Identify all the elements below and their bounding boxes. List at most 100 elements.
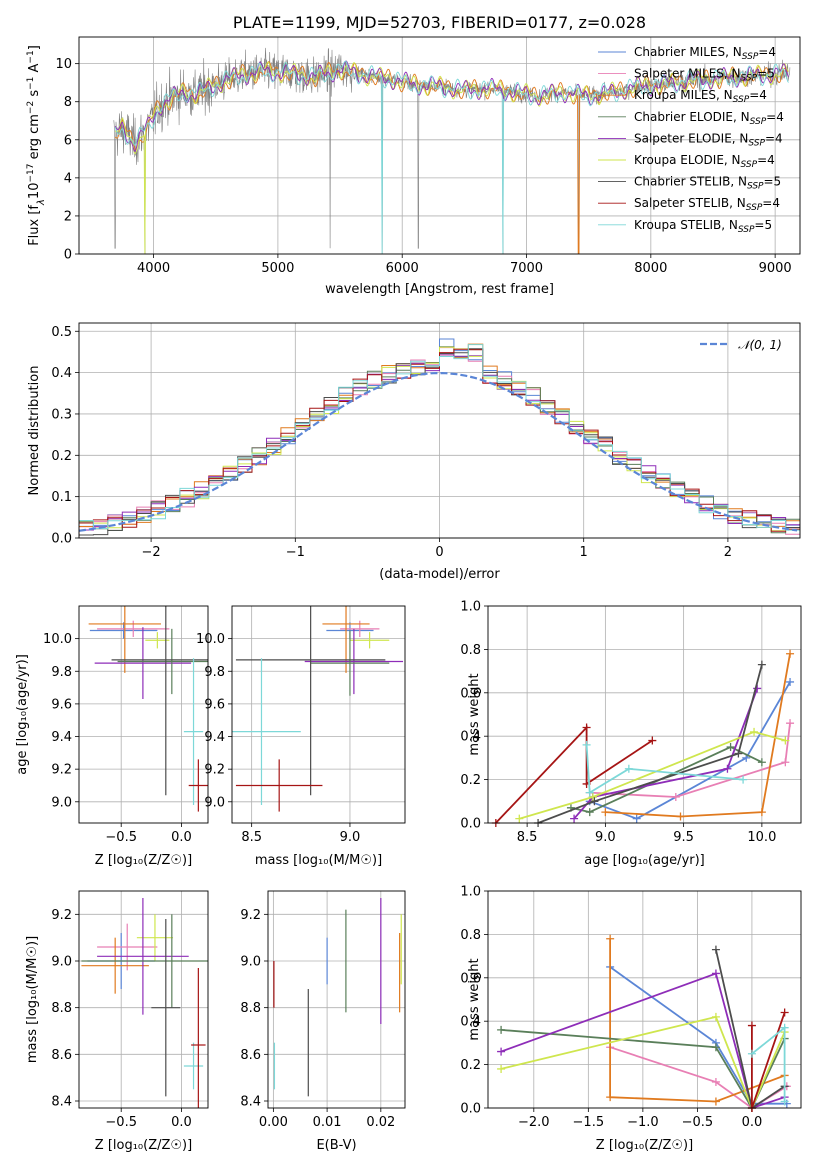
legend-label-chabrier_miles: Chabrier MILES, NSSP=4 [634,45,776,62]
age_vs_Z-xtick-label: −0.5 [105,830,137,845]
weight_vs_Z-xtick-label: −1.0 [627,1115,659,1130]
weight_vs_age-line-salpeter_elodie [573,688,759,820]
residuals-xtick-label: −1 [286,545,305,560]
weight_vs_age-axes: 8.5 9.0 9.5 10.0 0.0 0.2 0.4 0.6 0.8 1.0 [460,600,801,845]
age_vs_Z-ytick-label: 9.8 [51,665,72,680]
residuals-xtick-label: 1 [580,545,588,560]
weight_vs_age-marker-salpeter_miles [786,719,795,728]
residuals-ytick-label: 0.1 [51,490,72,505]
mass_vs_Z-ytick-label: 8.8 [51,1001,72,1016]
weight_vs_age-ylabel: mass weight [467,673,482,755]
weight_vs_Z-marker-kroupa_stelib [780,1023,789,1032]
legend-label-kroupa_stelib: Kroupa STELIB, NSSP=5 [634,218,772,235]
mass_vs_Z-ytick-label: 8.4 [51,1095,72,1110]
weight_vs_age-marker-salpeter_stelib [582,723,591,732]
residuals-axes: −2 −1 0 1 2 0.0 0.1 0.2 0.3 0.4 0.5 [51,323,800,560]
age_vs_Z-ytick-label: 9.2 [51,763,72,778]
weight_vs_Z-line-kroupa_elodie [500,1015,786,1108]
weight_vs_age-marker-chabrier_elodie [757,758,766,767]
spectrum-model-kroupa_stelib [114,60,789,254]
weight_vs_age-marker-salpeter_stelib [648,736,657,745]
weight_vs_age-marker-salpeter_elodie [570,814,579,823]
residuals-ytick-label: 0.0 [51,532,72,547]
spectrum-model-kroupa_miles [114,61,789,254]
weight_vs_Z-line-chabrier_miles [609,966,787,1105]
spectrum-ytick-label: 2 [64,209,72,224]
age_vs_mass-ytick-label: 9.8 [204,665,225,680]
age_vs_mass-axes: 8.5 9.0 9.0 9.2 9.4 9.6 9.8 10.0 [196,606,405,845]
age_vs_mass-xtick-label: 9.0 [340,830,361,845]
age_vs_Z-xtick-label: 0.0 [171,830,192,845]
weight_vs_age-marker-chabrier_elodie [585,808,594,817]
residuals-ylabel: Normed distribution [27,366,42,496]
age_vs_mass-xtick-label: 8.5 [241,830,262,845]
weight_vs_Z-marker-kroupa_miles [606,934,615,943]
mass_vs_ebv-ytick-label: 9.0 [240,955,261,970]
residuals-ytick-label: 0.3 [51,407,72,422]
age_vs_mass-ytick-label: 9.4 [204,730,225,745]
weight_vs_age-marker-kroupa_miles [601,808,610,817]
spectrum-ylabel-part: −1 [26,50,36,63]
weight_vs_Z-marker-kroupa_stelib [747,1049,756,1058]
weight_vs_age-marker-kroupa_elodie [588,792,597,801]
weight_vs_age-marker-kroupa_elodie [515,814,524,823]
weight_vs_Z-ytick-label: 0.6 [460,971,481,986]
spectrum-ylabel-part: λ [36,199,47,206]
legend-label-salpeter_miles: Salpeter MILES, NSSP=5 [634,67,775,84]
weight_vs_Z-marker-salpeter_stelib [747,1021,756,1030]
weight_vs_Z-marker-kroupa_stelib [780,1097,789,1106]
residuals-ytick-label: 0.2 [51,449,72,464]
spectrum-ytick-label: 10 [55,57,72,72]
weight_vs_age-marker-kroupa_miles [757,808,766,817]
legend-label-chabrier_elodie: Chabrier ELODIE, NSSP=4 [634,110,784,127]
age_vs_Z-ytick-label: 9.6 [51,697,72,712]
mass_vs_Z-xlabel: Z [log₁₀(Z/Z☉)] [95,1138,192,1153]
spectrum-ytick-label: 8 [64,95,72,110]
weight_vs_Z-frame [487,890,802,1109]
weight_vs_age-xtick-label: 9.0 [595,830,616,845]
weight_vs_age-marker-salpeter_elodie [723,764,732,773]
weight_vs_age-marker-kroupa_stelib [624,764,633,773]
spectrum-ytick-label: 4 [64,171,72,186]
legend-label-kroupa_elodie: Kroupa ELODIE, NSSP=4 [634,153,775,170]
residuals-frame [78,322,801,539]
weight_vs_age-marker-chabrier_stelib [734,749,743,758]
gaussian-curve [79,372,798,532]
gaussian-legend-label: 𝒩(0, 1) [738,338,782,352]
weight_vs_age-xlabel: age [log₁₀(age/yr)] [584,853,705,868]
age_vs_mass-ytick-label: 9.0 [204,795,225,810]
spectrum-ylabel-part: A [27,63,42,76]
weight_vs_age-marker-salpeter_miles [671,792,680,801]
legend-label-salpeter_stelib: Salpeter STELIB, NSSP=4 [634,196,780,213]
spectrum-ylabel-part: −2 [26,101,36,114]
mass_vs_ebv-ytick-label: 8.6 [240,1048,261,1063]
weight_vs_Z-xtick-label: −1.5 [573,1115,605,1130]
weight_vs_Z-marker-chabrier_elodie [497,1025,506,1034]
weight_vs_Z-ylabel: mass weight [467,958,482,1040]
weight_vs_age-marker-chabrier_miles [786,677,795,686]
mass_vs_Z-ytick-label: 9.0 [51,955,72,970]
weight_vs_age-line-kroupa_miles [605,653,791,818]
spectrum-ylabel-part: s [27,90,42,101]
spectrum-ylabel-part: ] [27,45,42,50]
legend-label-kroupa_miles: Kroupa MILES, NSSP=4 [634,88,767,105]
weight_vs_age-marker-chabrier_miles [632,814,641,823]
weight_vs_Z-ytick-label: 0.4 [460,1015,481,1030]
weight_vs_Z-marker-chabrier_elodie [711,1043,720,1052]
weight_vs_age-marker-kroupa_stelib [739,775,748,784]
age_vs_mass-ytick-label: 10.0 [196,632,225,647]
weight_vs_age-marker-chabrier_stelib [757,660,766,669]
weight_vs_age-ytick-label: 0.2 [460,773,481,788]
weight_vs_age-ytick-label: 0.4 [460,730,481,745]
weight_vs_age-line-chabrier_miles [589,681,791,820]
mass_vs_Z-xtick-label: −0.5 [105,1115,137,1130]
weight_vs_Z-ytick-label: 0.2 [460,1058,481,1073]
age_vs_mass-xlabel: mass [log₁₀(M/M☉)] [255,853,382,868]
spectrum-xtick-label: 9000 [759,261,792,276]
weight_vs_Z-axes: −2.0 −1.5 −1.0 −0.5 0.0 0.0 0.2 0.4 0.6 0.8 1.0 [460,885,801,1130]
residuals-xlabel: (data-model)/error [379,567,500,582]
weight_vs_Z-marker-kroupa_miles [711,1097,720,1106]
weight_vs_age-marker-chabrier_elodie [726,743,735,752]
weight_vs_Z-marker-chabrier_stelib [711,945,720,954]
